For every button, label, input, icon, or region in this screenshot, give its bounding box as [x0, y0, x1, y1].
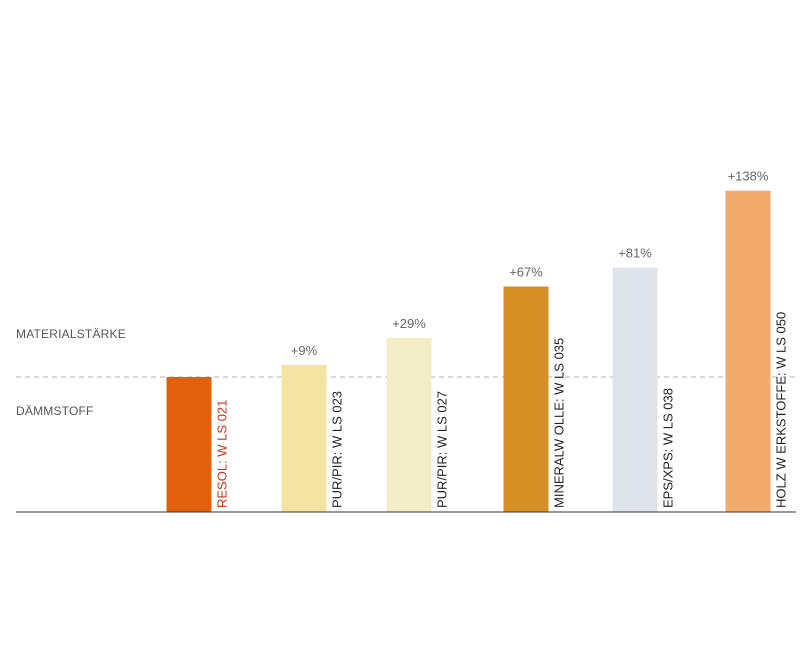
data-label: +81% [618, 246, 652, 261]
tick-label: PUR/PIR: W LS 027 [435, 391, 450, 508]
bar [612, 267, 658, 512]
bar [281, 364, 327, 512]
tick-label: EPS/XPS: W LS 038 [661, 388, 676, 508]
data-label: +67% [509, 265, 543, 280]
data-label: +29% [392, 316, 426, 331]
bar [386, 337, 432, 512]
data-label: +9% [291, 343, 318, 358]
bar [503, 286, 549, 512]
materialstaerke-label: MATERIALSTÄRKE [16, 327, 126, 341]
tick-label: HOLZ W ERKSTOFFE: W LS 050 [774, 312, 789, 508]
bar [725, 190, 771, 512]
tick-label: PUR/PIR: W LS 023 [330, 391, 345, 508]
tick-label: MINERALW OLLE: W LS 035 [552, 338, 567, 508]
bar [166, 377, 212, 512]
data-label: +138% [728, 169, 769, 184]
daemmstoff-label: DÄMMSTOFF [16, 404, 94, 418]
tick-label: RESOL: W LS 021 [215, 400, 230, 508]
